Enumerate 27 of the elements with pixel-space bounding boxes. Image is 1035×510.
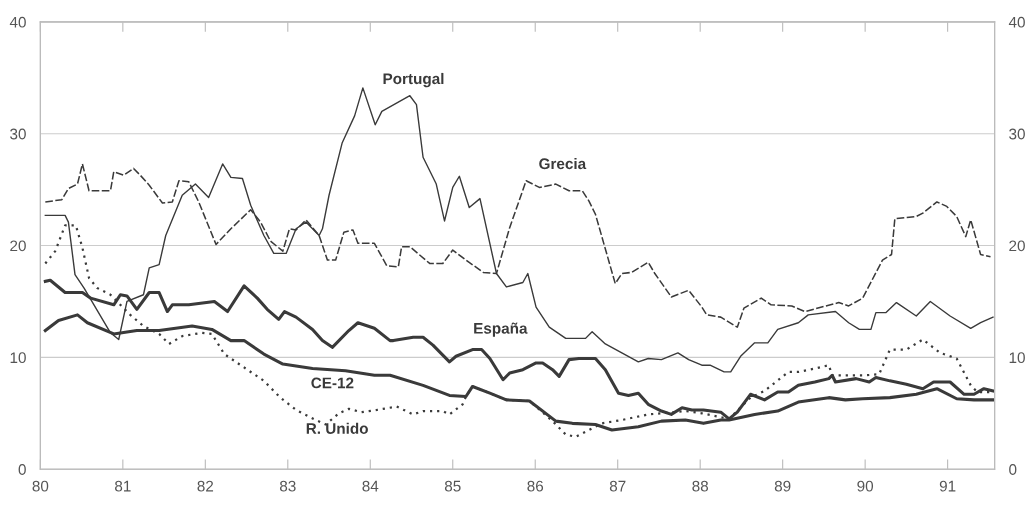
x-tick-label: 83 xyxy=(279,480,296,492)
y2-tick-label: 40 xyxy=(1008,16,1025,28)
x-tick-label: 90 xyxy=(857,480,874,492)
y2-tick-label: 30 xyxy=(1009,128,1025,140)
x-tick-label: 84 xyxy=(362,480,379,492)
x-tick-label: 89 xyxy=(774,480,791,492)
series-label: R. Unido xyxy=(306,422,368,434)
x-tick-label: 87 xyxy=(609,480,626,492)
series-label: Portugal xyxy=(383,72,444,88)
x-tick-label: 88 xyxy=(692,480,709,492)
y-tick-label: 40 xyxy=(9,16,26,28)
y2-tick-label: 0 xyxy=(1009,464,1017,475)
y-tick-label: 30 xyxy=(10,128,26,140)
y-tick-label: 10 xyxy=(10,352,26,364)
x-tick-label: 85 xyxy=(444,480,461,492)
x-tick-label: 81 xyxy=(115,480,131,492)
x-tick-label: 82 xyxy=(197,480,214,492)
x-tick-label: 86 xyxy=(527,480,544,492)
y2-tick-label: 10 xyxy=(1009,352,1025,364)
series-label: Grecia xyxy=(539,157,587,170)
series-label: CE-12 xyxy=(311,377,354,389)
y-tick-label: 20 xyxy=(10,240,26,252)
series-label: España xyxy=(474,322,528,337)
y2-tick-label: 20 xyxy=(1009,240,1025,252)
x-tick-label: 80 xyxy=(32,480,49,492)
x-tick-label: 91 xyxy=(939,480,956,492)
y-tick-label: 0 xyxy=(18,464,26,475)
